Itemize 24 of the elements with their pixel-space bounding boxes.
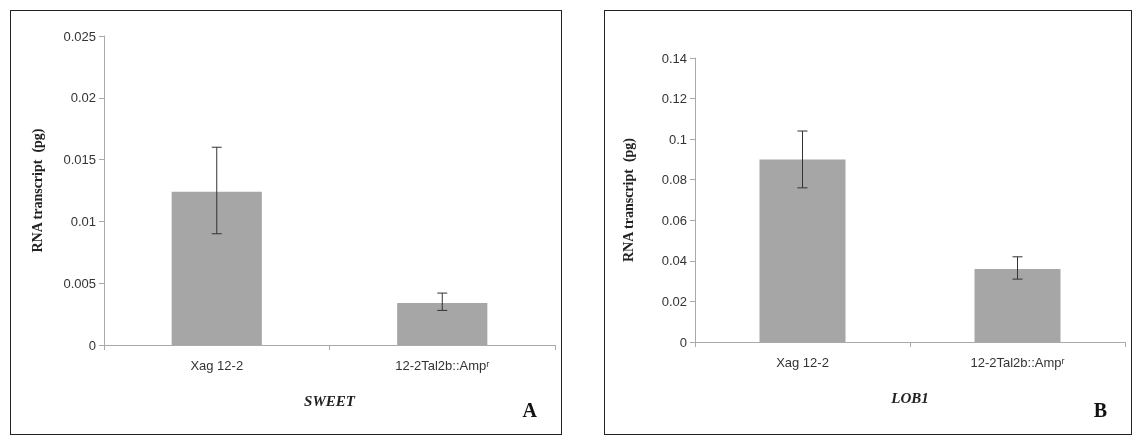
y-tick-label: 0.02 [70, 90, 96, 106]
y-tick-label: 0.06 [661, 212, 687, 228]
x-tick-label: Xag 12-2 [776, 355, 829, 370]
y-tick-label: 0.01 [70, 213, 96, 229]
y-tick-label: 0.015 [63, 152, 96, 168]
y-axis-title: RNA transcript (pg) [29, 128, 46, 253]
y-tick-label: 0.025 [63, 28, 96, 44]
y-tick-label: 0.02 [661, 293, 687, 309]
x-axis-title: LOB1 [890, 389, 929, 406]
y-tick-label: 0.005 [63, 275, 96, 291]
x-tick-label: 12-2Tal2b::Ampʳ [395, 358, 490, 373]
y-tick-label: 0 [679, 334, 687, 350]
y-tick-label: 0.04 [661, 253, 687, 269]
y-tick-label: 0.14 [661, 50, 687, 66]
y-axis-title: RNA transcript (pg) [620, 137, 637, 263]
x-axis-title: SWEET [304, 392, 356, 409]
y-tick-label: 0 [88, 337, 96, 353]
text: A [522, 399, 538, 421]
x-tick-label: Xag 12-2 [190, 358, 244, 373]
text: B [1093, 399, 1107, 421]
y-tick-label: 0.08 [661, 172, 687, 188]
x-tick-label: 12-2Tal2b::Ampʳ [970, 355, 1065, 370]
y-tick-label: 0.12 [661, 91, 687, 107]
y-tick-label: 0.1 [668, 131, 687, 147]
